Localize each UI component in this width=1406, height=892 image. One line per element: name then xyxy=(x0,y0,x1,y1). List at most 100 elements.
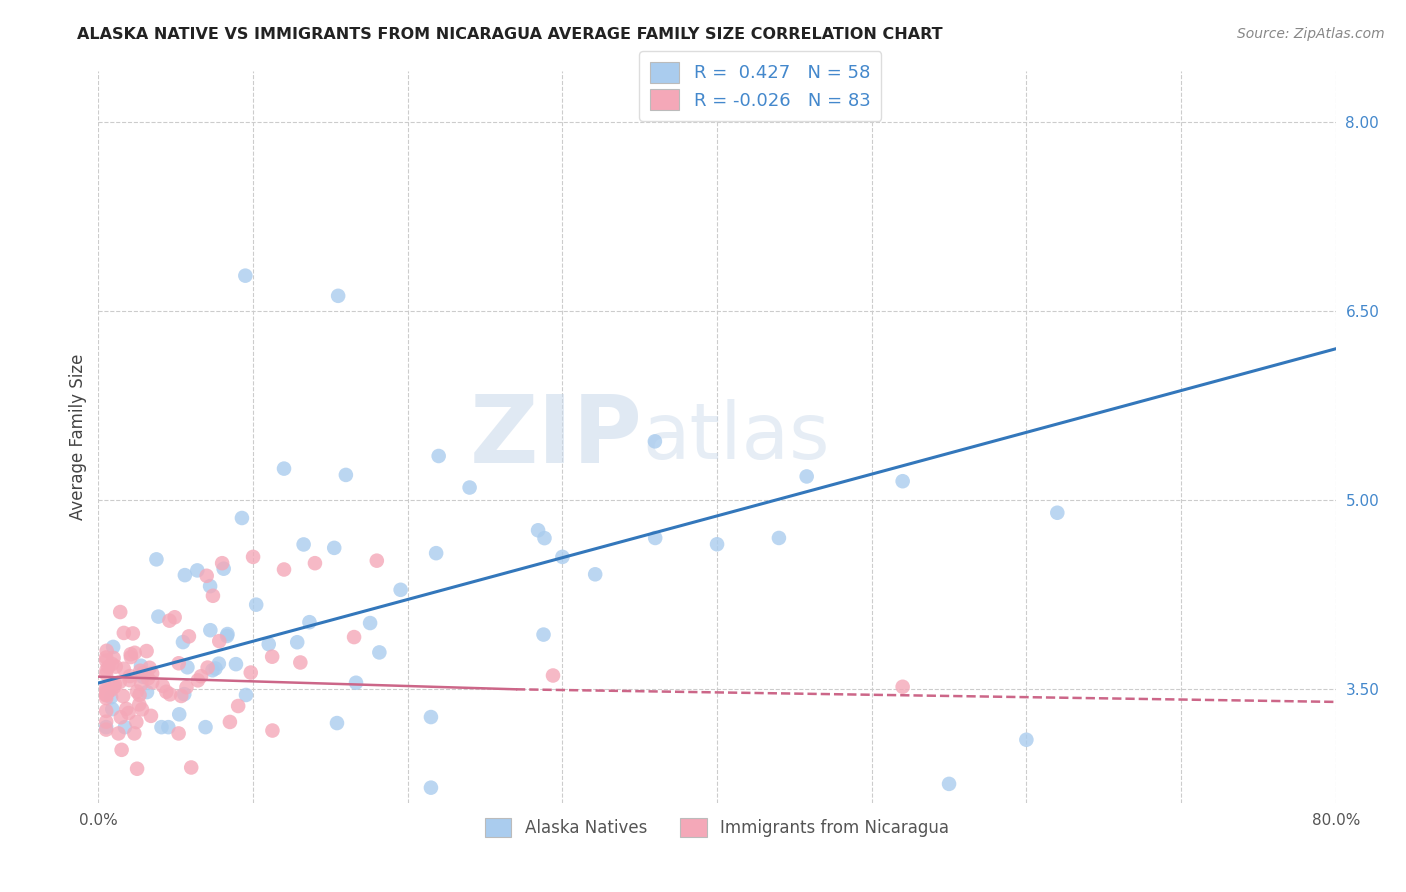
Point xyxy=(141,675,163,690)
Point xyxy=(132,665,155,680)
Point xyxy=(132,670,155,684)
Point xyxy=(187,673,209,688)
Point xyxy=(200,624,222,638)
Point xyxy=(173,687,195,701)
Point xyxy=(141,666,163,681)
Point xyxy=(419,780,441,795)
Point xyxy=(262,649,284,664)
Point xyxy=(245,598,267,612)
Point xyxy=(219,714,242,729)
Point xyxy=(112,662,135,676)
Point xyxy=(212,562,235,576)
Point xyxy=(124,646,146,660)
Point xyxy=(122,626,145,640)
Point xyxy=(101,702,124,716)
Point xyxy=(208,657,231,671)
Point xyxy=(96,714,118,729)
Point xyxy=(96,704,118,718)
Point xyxy=(96,683,118,698)
Point xyxy=(96,650,118,665)
Point xyxy=(96,681,118,695)
Point xyxy=(231,511,253,525)
Point xyxy=(129,677,152,691)
Point xyxy=(551,549,574,564)
Point xyxy=(343,630,366,644)
Point xyxy=(157,720,180,734)
Point xyxy=(262,723,284,738)
Point xyxy=(366,554,388,568)
Point xyxy=(96,720,118,734)
Point xyxy=(118,673,141,687)
Point xyxy=(101,657,124,671)
Point xyxy=(190,669,212,683)
Point xyxy=(541,668,564,682)
Point xyxy=(104,677,127,691)
Point xyxy=(273,461,295,475)
Point xyxy=(96,644,118,658)
Point xyxy=(167,707,190,722)
Point xyxy=(96,663,118,677)
Text: ZIP: ZIP xyxy=(470,391,643,483)
Point xyxy=(768,531,790,545)
Point xyxy=(195,569,218,583)
Point xyxy=(127,762,149,776)
Point xyxy=(155,684,177,698)
Point xyxy=(644,434,666,449)
Text: Source: ZipAtlas.com: Source: ZipAtlas.com xyxy=(1237,27,1385,41)
Point xyxy=(335,467,357,482)
Point xyxy=(239,665,262,680)
Point xyxy=(112,626,135,640)
Point xyxy=(136,685,159,699)
Point xyxy=(176,660,198,674)
Point xyxy=(103,680,125,694)
Point xyxy=(368,645,391,659)
Point xyxy=(201,663,224,677)
Point xyxy=(176,680,198,694)
Point xyxy=(326,289,350,303)
Point xyxy=(110,710,132,724)
Point xyxy=(125,684,148,698)
Point xyxy=(167,726,190,740)
Point xyxy=(112,689,135,703)
Point xyxy=(98,683,121,698)
Point xyxy=(323,541,346,555)
Text: ALASKA NATIVE VS IMMIGRANTS FROM NICARAGUA AVERAGE FAMILY SIZE CORRELATION CHART: ALASKA NATIVE VS IMMIGRANTS FROM NICARAG… xyxy=(77,27,943,42)
Point xyxy=(152,679,174,693)
Point xyxy=(100,690,122,705)
Point xyxy=(304,556,326,570)
Point xyxy=(533,627,555,641)
Point xyxy=(419,710,441,724)
Point xyxy=(273,562,295,576)
Point xyxy=(159,687,181,701)
Point xyxy=(129,658,152,673)
Point xyxy=(217,627,239,641)
Point xyxy=(796,469,818,483)
Point xyxy=(131,702,153,716)
Point xyxy=(242,549,264,564)
Point xyxy=(389,582,412,597)
Point xyxy=(120,650,142,665)
Point xyxy=(180,760,202,774)
Point xyxy=(115,702,138,716)
Point xyxy=(235,688,257,702)
Point xyxy=(458,481,481,495)
Point xyxy=(706,537,728,551)
Point xyxy=(290,656,312,670)
Point xyxy=(96,688,118,702)
Point xyxy=(97,660,120,674)
Point xyxy=(136,671,159,685)
Point xyxy=(215,629,238,643)
Point xyxy=(194,720,217,734)
Point xyxy=(197,660,219,674)
Point xyxy=(145,552,167,566)
Point xyxy=(114,720,136,734)
Point xyxy=(96,654,118,668)
Point xyxy=(211,556,233,570)
Point xyxy=(427,449,450,463)
Point xyxy=(344,675,367,690)
Point xyxy=(170,689,193,703)
Point xyxy=(111,743,132,757)
Point xyxy=(138,661,160,675)
Point xyxy=(117,706,139,720)
Point xyxy=(128,698,150,712)
